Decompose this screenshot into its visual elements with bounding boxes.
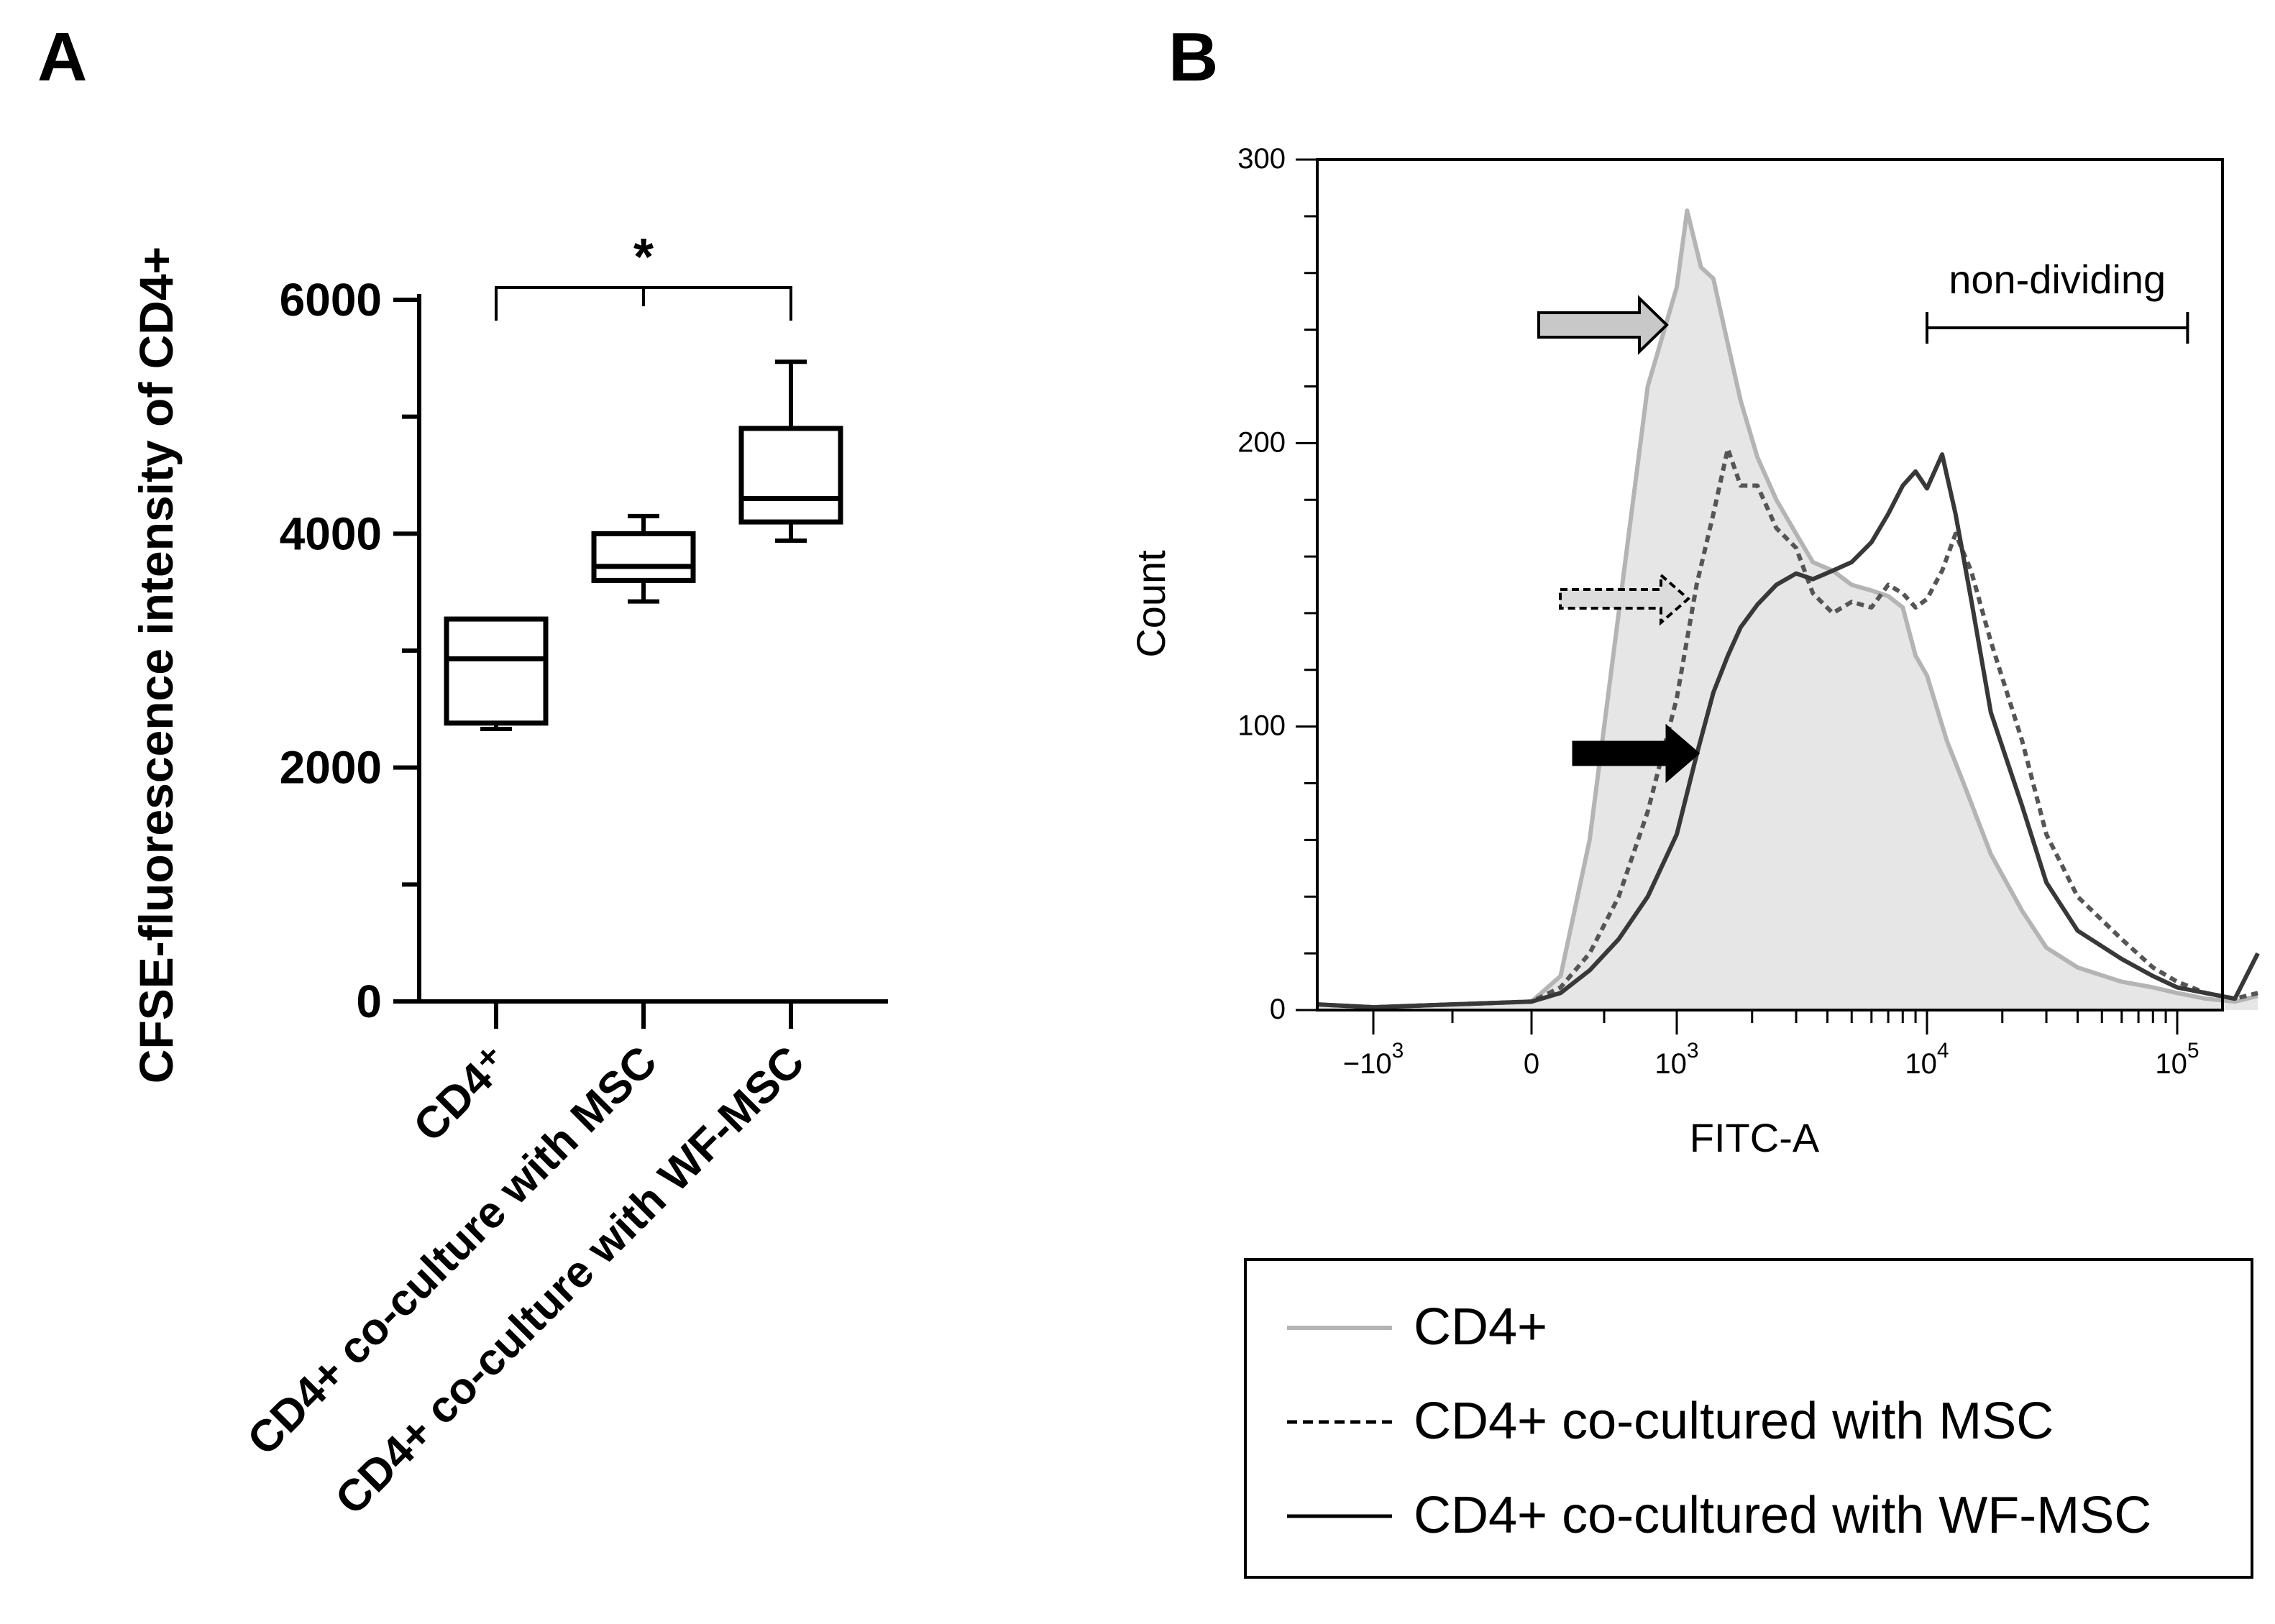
- panel-a-x-tick-label: CD4⁺: [404, 1037, 519, 1152]
- panel-b-x-ticks: −103 0 103 104 105: [1343, 1010, 2200, 1080]
- panel-b-x-tick-label: −103: [1343, 1039, 1404, 1080]
- panel-b-frame: [1316, 158, 2224, 1011]
- panel-b-y-tick-label: 100: [1237, 710, 1286, 742]
- panel-b-y-tick-label: 300: [1237, 143, 1286, 175]
- panel-a-y-tick-label: 0: [356, 976, 382, 1027]
- panel-b-y-ticks: 0 100 200 300: [1237, 143, 1317, 1025]
- panel-b-histograms: [1317, 208, 2260, 1010]
- box-1: [444, 616, 549, 731]
- panel-a-y-ticks: 0 2000 4000 6000: [280, 274, 419, 1027]
- box-iqr: [591, 531, 696, 583]
- arrow-wf-msc: [1572, 723, 1700, 784]
- arrow-msc-shape: [1559, 572, 1691, 626]
- panel-b-x-tick-label: 104: [1905, 1039, 1949, 1080]
- panel-b-x-tick-label: 103: [1654, 1039, 1698, 1080]
- panel-b-y-tick-label: 200: [1237, 426, 1286, 458]
- gate-label: non-dividing: [1949, 257, 2166, 302]
- panel-b-x-axis-label: FITC-A: [1690, 1115, 1820, 1160]
- legend-box: [1244, 1258, 2253, 1579]
- histogram-line-1: [1317, 208, 2258, 1010]
- panel-b-label: B: [1168, 19, 1218, 96]
- panel-a-y-tick-label: 4000: [280, 508, 382, 559]
- arrow-msc: [1559, 572, 1691, 626]
- panel-a-y-axis-label: CFSE-fluorescence intensity of CD4+: [129, 247, 183, 1083]
- histogram-line-2: [1317, 446, 2258, 1010]
- legend-label-cd4: CD4+: [1414, 1298, 1547, 1356]
- arrow-wf-msc-shape: [1572, 723, 1700, 784]
- box-iqr: [738, 426, 843, 525]
- panel-a-y-tick-label: 6000: [280, 274, 382, 326]
- arrow-cd4: [1537, 295, 1669, 355]
- legend: CD4+ CD4+ co-cultured with MSC CD4+ co-c…: [1244, 1258, 2253, 1579]
- panel-a-y-tick-label: 2000: [280, 742, 382, 794]
- legend-label-msc: CD4+ co-cultured with MSC: [1414, 1393, 2054, 1450]
- panel-a-boxes: [444, 359, 843, 731]
- box-3: [738, 359, 843, 543]
- panel-b-y-tick-label: 0: [1270, 994, 1286, 1025]
- non-dividing-gate: non-dividing: [1926, 257, 2189, 344]
- legend-label-wf-msc: CD4+ co-cultured with WF-MSC: [1414, 1487, 2151, 1544]
- significance-star: *: [633, 229, 654, 286]
- histogram-fill-1: [1317, 211, 2258, 1010]
- histogram-line-3: [1317, 452, 2260, 1010]
- panel-a-label: A: [37, 19, 87, 96]
- box-2: [591, 513, 696, 604]
- arrow-cd4-shape: [1537, 295, 1669, 355]
- panel-b-plot-frame: [1316, 158, 2224, 1011]
- panel-a-significance: *: [495, 229, 792, 321]
- panel-b-y-axis-label: Count: [1128, 550, 1173, 658]
- panel-b-x-tick-label: 105: [2155, 1039, 2199, 1080]
- panel-b-x-tick-label: 0: [1524, 1048, 1539, 1080]
- box-iqr: [444, 616, 549, 726]
